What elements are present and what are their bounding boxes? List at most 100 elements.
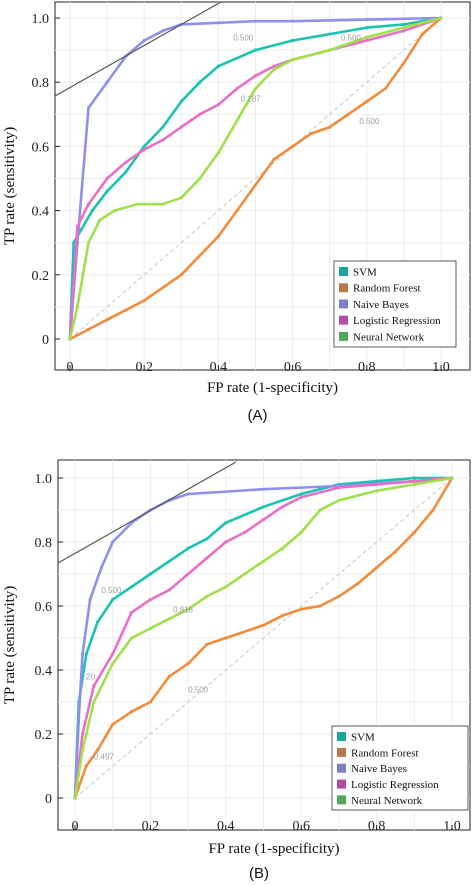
threshold-annotation: 0.500 bbox=[188, 685, 209, 694]
roc-point bbox=[375, 566, 379, 570]
roc-point bbox=[439, 16, 443, 20]
panel-label: (B) bbox=[249, 865, 269, 882]
y-tick-label: 0.6 bbox=[32, 140, 50, 155]
y-tick-label: 0.2 bbox=[35, 728, 53, 743]
roc-point bbox=[75, 225, 80, 229]
roc-point bbox=[243, 572, 247, 576]
roc-point bbox=[135, 202, 139, 206]
roc-point bbox=[129, 710, 134, 714]
roc-point bbox=[299, 495, 303, 499]
roc-point bbox=[280, 614, 284, 618]
roc-point bbox=[105, 318, 109, 322]
threshold-annotation: 0.500 bbox=[101, 586, 122, 595]
roc-point bbox=[186, 572, 190, 576]
y-axis-title: TP rate (sensitivity) bbox=[2, 586, 18, 705]
roc-point bbox=[72, 241, 76, 245]
roc-point bbox=[328, 32, 332, 36]
y-tick-label: 0.8 bbox=[32, 76, 50, 91]
roc-point bbox=[328, 125, 332, 129]
legend-swatch bbox=[339, 299, 348, 309]
roc-point bbox=[129, 585, 134, 589]
roc-curve-neural-network bbox=[68, 16, 443, 341]
x-tick-label: 1.0 bbox=[443, 819, 461, 834]
roc-point bbox=[412, 482, 416, 486]
roc-point bbox=[253, 87, 258, 91]
x-tick-label: 0.6 bbox=[292, 819, 310, 834]
roc-point bbox=[261, 623, 266, 627]
roc-point bbox=[224, 636, 228, 640]
roc-point bbox=[309, 131, 313, 136]
roc-point bbox=[299, 530, 303, 535]
roc-point bbox=[412, 530, 416, 535]
roc-point bbox=[111, 540, 115, 544]
legend-label: Random Forest bbox=[351, 747, 419, 759]
roc-point bbox=[148, 700, 152, 704]
roc-point bbox=[179, 125, 183, 129]
roc-point bbox=[365, 26, 369, 30]
roc-point bbox=[79, 228, 83, 232]
roc-point bbox=[86, 327, 91, 331]
roc-point bbox=[99, 566, 103, 570]
roc-point bbox=[261, 505, 266, 509]
roc-point bbox=[142, 298, 146, 303]
roc-point bbox=[261, 487, 266, 491]
roc-point bbox=[86, 106, 91, 110]
roc-point bbox=[161, 138, 165, 142]
roc-point bbox=[272, 64, 276, 68]
roc-point bbox=[198, 80, 202, 84]
y-tick-label: 0.8 bbox=[35, 536, 53, 551]
roc-point bbox=[80, 732, 85, 736]
roc-point bbox=[216, 103, 220, 107]
roc-point bbox=[205, 594, 209, 599]
roc-point bbox=[75, 305, 80, 309]
roc-point bbox=[167, 559, 171, 563]
legend-swatch bbox=[337, 763, 346, 773]
roc-point bbox=[299, 607, 303, 611]
roc-point bbox=[216, 21, 220, 25]
roc-point bbox=[365, 35, 369, 39]
roc-panel-b: 0 0.2 0.4 0.6 0.8 1.0 0 0.2 0.4 0.6 0.8 1.0 FP rate … bbox=[2, 459, 471, 882]
roc-point bbox=[337, 486, 341, 490]
legend-swatch bbox=[339, 267, 348, 276]
roc-point bbox=[291, 19, 295, 23]
x-tick-label: 0.8 bbox=[358, 360, 376, 375]
roc-point bbox=[186, 607, 190, 611]
roc-point bbox=[105, 80, 109, 84]
roc-point bbox=[420, 32, 425, 36]
legend-label: Logistic Regression bbox=[353, 315, 441, 327]
roc-point bbox=[253, 48, 258, 52]
legend-swatch bbox=[337, 747, 346, 757]
legend-label: Logistic Regression bbox=[351, 779, 439, 791]
legend-label: Naive Bayes bbox=[353, 299, 409, 311]
legend-label: Naive Bayes bbox=[351, 763, 407, 775]
roc-point bbox=[216, 64, 220, 68]
roc-point bbox=[431, 508, 435, 512]
roc-point bbox=[235, 87, 239, 91]
roc-point bbox=[84, 764, 88, 768]
roc-point bbox=[224, 585, 228, 589]
legend-label: SVM bbox=[353, 267, 377, 279]
roc-point bbox=[111, 598, 115, 602]
threshold-annotation: 0.497 bbox=[94, 753, 115, 762]
x-tick-label: 0.4 bbox=[217, 819, 235, 834]
roc-point bbox=[356, 582, 360, 586]
legend: SVM Random Forest Naive Bayes Logistic Regr… bbox=[333, 260, 457, 348]
roc-point bbox=[224, 540, 228, 544]
roc-point bbox=[402, 26, 406, 30]
roc-point bbox=[253, 74, 258, 78]
roc-point bbox=[261, 518, 266, 522]
roc-point bbox=[142, 38, 146, 43]
roc-point bbox=[167, 674, 171, 679]
roc-point bbox=[129, 610, 134, 615]
roc-point bbox=[291, 38, 295, 43]
x-tick-label: 0.2 bbox=[142, 819, 160, 834]
roc-point bbox=[124, 308, 128, 312]
x-tick-label: 0.4 bbox=[210, 360, 228, 375]
legend-swatch bbox=[337, 795, 346, 805]
roc-point bbox=[375, 479, 379, 483]
roc-point bbox=[80, 748, 85, 752]
roc-point bbox=[280, 505, 284, 509]
roc-point bbox=[253, 183, 258, 187]
roc-point bbox=[205, 642, 209, 647]
roc-point bbox=[167, 588, 171, 592]
